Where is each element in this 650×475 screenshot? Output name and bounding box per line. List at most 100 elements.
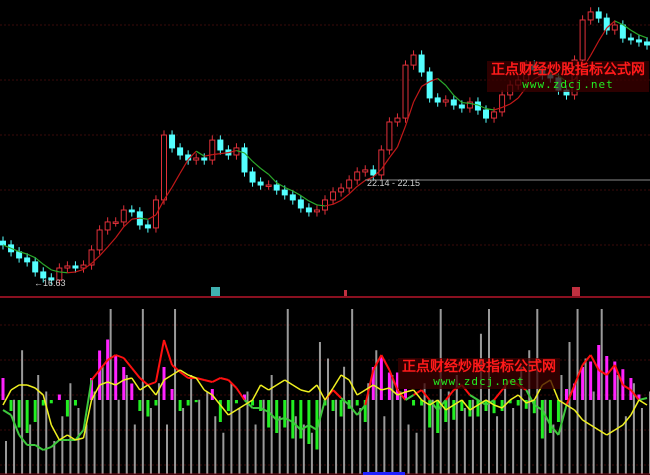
indicator-line-b-segment	[356, 389, 366, 396]
indicator-line-b-segment	[34, 387, 44, 396]
moving-average-segment	[622, 24, 632, 31]
moving-average-segment	[453, 94, 463, 104]
indicator-line-b-segment	[2, 389, 12, 406]
indicator-line-a-segment	[598, 369, 608, 376]
indicator-line-b-segment	[638, 399, 648, 406]
indicator-line-b-segment	[58, 434, 68, 441]
indicator-line-a-segment	[195, 377, 205, 381]
moving-average-segment	[493, 106, 503, 111]
indicator-line-a-segment	[613, 364, 624, 386]
candle-down	[595, 11, 602, 19]
candle-up	[120, 209, 127, 223]
candle-down	[72, 265, 79, 269]
moving-average-segment	[204, 154, 213, 157]
candle-up	[112, 221, 119, 224]
sell-marker-icon	[572, 287, 580, 296]
indicator-line-a-segment	[147, 381, 157, 386]
candle-up	[330, 191, 337, 201]
indicator-line-a-segment	[204, 379, 213, 383]
candle-down	[458, 104, 465, 109]
candle-down	[619, 24, 626, 39]
indicator-line-b-segment	[107, 381, 116, 386]
indicator-line-a-segment	[300, 424, 310, 431]
small-marker-icon	[344, 290, 347, 296]
indicator-line-b-segment	[566, 404, 575, 411]
candle-down	[305, 207, 312, 213]
indicator-line-a-segment	[356, 404, 367, 416]
moving-average-segment	[477, 104, 487, 110]
moving-average-segment	[380, 157, 390, 170]
indicator-line-b-segment	[421, 399, 431, 406]
indicator-line-a-segment	[396, 389, 407, 401]
indicator-line-b-segment	[179, 369, 189, 376]
indicator-line-a-segment	[469, 394, 479, 401]
moving-average-segment	[139, 217, 148, 220]
indicator-line-b-segment	[67, 434, 76, 441]
indicator-line-b-segment	[364, 384, 374, 391]
indicator-line-a-segment	[573, 364, 584, 386]
candle-up	[611, 24, 618, 31]
indicator-line-b-segment	[324, 387, 334, 401]
indicator-line-a-segment	[211, 377, 221, 383]
indicator-line-b-segment	[509, 394, 519, 401]
indicator-line-b-segment	[195, 377, 205, 391]
candle-up	[442, 99, 449, 103]
moving-average-segment	[107, 237, 117, 248]
candle-down	[0, 240, 6, 246]
indicator-line-b-segment	[75, 437, 84, 441]
indicator-line-b-segment	[147, 384, 157, 396]
moving-average-segment	[638, 34, 648, 39]
moving-average-segment	[252, 160, 261, 169]
candle-down	[128, 209, 135, 213]
moving-average-segment	[18, 250, 28, 255]
moving-average-segment	[171, 172, 181, 188]
moving-average-segment	[590, 40, 600, 56]
indicator-line-a-segment	[413, 389, 423, 396]
indicator-line-a-segment	[380, 354, 391, 371]
indicator-line-b-segment	[123, 377, 132, 381]
moving-average-segment	[115, 226, 125, 239]
indicator-line-a-segment	[235, 387, 246, 401]
indicator-line-a-segment	[90, 369, 101, 381]
candle-up	[313, 209, 320, 213]
indicator-line-b-segment	[316, 384, 326, 401]
moving-average-segment	[429, 77, 438, 83]
indicator-line-b-segment	[405, 389, 414, 393]
indicator-line-a-segment	[348, 404, 358, 416]
indicator-line-a-segment	[122, 357, 133, 369]
indicator-line-a-segment	[154, 339, 165, 383]
candle-down	[32, 261, 39, 273]
indicator-line-b-segment	[332, 374, 342, 389]
indicator-line-a-segment	[605, 364, 616, 376]
indicator-line-a-segment	[308, 424, 318, 431]
indicator-line-b-segment	[348, 379, 358, 396]
indicator-line-a-segment	[139, 377, 149, 386]
moving-average-segment	[445, 85, 455, 96]
indicator-line-b-segment	[388, 387, 398, 396]
indicator-line-a-segment	[581, 354, 592, 366]
indicator-line-a-segment	[243, 399, 254, 409]
indicator-line-b-segment	[340, 374, 350, 381]
candle-up	[354, 171, 361, 181]
candle-up	[265, 184, 272, 188]
moving-average-segment	[212, 153, 221, 156]
indicator-line-b-segment	[10, 384, 20, 391]
candle-down	[281, 189, 288, 196]
candle-up	[64, 265, 71, 269]
moving-average-segment	[501, 103, 511, 108]
indicator-line-a-segment	[638, 397, 648, 401]
moving-average-segment	[83, 262, 92, 270]
moving-average-segment	[421, 81, 430, 87]
indicator-line-b-segment	[171, 369, 181, 376]
moving-average-segment	[469, 102, 479, 106]
indicator-line-b-segment	[99, 381, 108, 386]
indicator-line-b-segment	[82, 399, 93, 439]
indicator-line-a-segment	[220, 377, 229, 381]
candle-up	[104, 221, 111, 231]
candle-down	[483, 109, 489, 119]
indicator-line-b-segment	[155, 379, 165, 396]
watermark-bottom: 正点财经炒股指标公式网 www.zdcj.net	[398, 358, 560, 389]
moving-average-segment	[630, 29, 640, 36]
candle-up	[466, 101, 473, 109]
